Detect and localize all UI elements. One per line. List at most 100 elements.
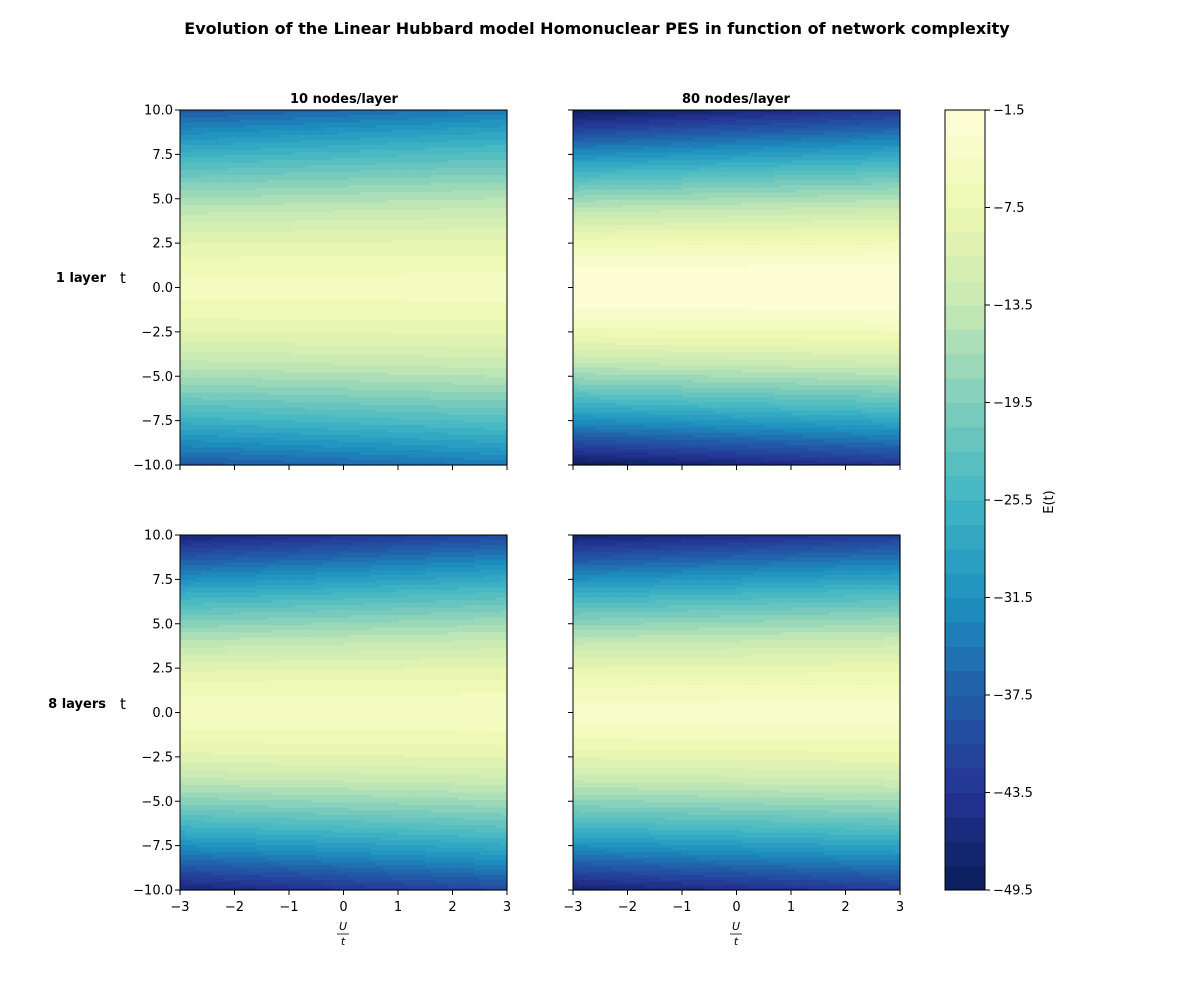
heatmap-cell xyxy=(261,245,268,249)
heatmap-cell xyxy=(190,295,197,299)
heatmap-cell xyxy=(261,322,268,326)
heatmap-cell xyxy=(229,370,236,374)
heatmap-cell xyxy=(207,350,214,354)
heatmap-cell xyxy=(250,167,257,171)
heatmap-cell xyxy=(229,400,236,404)
heatmap-cell xyxy=(196,435,203,439)
heatmap-cell xyxy=(245,425,252,429)
heatmap-cell xyxy=(190,332,197,336)
heatmap-cell xyxy=(196,215,203,219)
heatmap-cell xyxy=(185,230,192,234)
heatmap-cell xyxy=(239,352,246,356)
heatmap-cell xyxy=(201,267,208,271)
heatmap-cell xyxy=(229,267,236,271)
heatmap-cell xyxy=(185,130,192,134)
heatmap-cell xyxy=(239,397,246,401)
heatmap-cell xyxy=(239,280,246,284)
heatmap-cell xyxy=(185,192,192,196)
heatmap-cell xyxy=(218,362,225,366)
heatmap-cell xyxy=(245,272,252,276)
heatmap-cell xyxy=(185,357,192,361)
heatmap-cell xyxy=(239,265,246,269)
heatmap-cell xyxy=(261,422,268,426)
heatmap-cell xyxy=(190,365,197,369)
heatmap-cell xyxy=(207,437,214,441)
heatmap-cell xyxy=(223,370,230,374)
heatmap-cell xyxy=(250,452,257,456)
heatmap-cell xyxy=(250,252,257,256)
heatmap-cell xyxy=(190,270,197,274)
heatmap-cell xyxy=(256,255,263,259)
heatmap-cell xyxy=(250,305,257,309)
heatmap-cell xyxy=(256,187,263,191)
heatmap-cell xyxy=(190,235,197,239)
heatmap-cell xyxy=(223,205,230,209)
heatmap-cell xyxy=(239,365,246,369)
heatmap-cell xyxy=(256,270,263,274)
heatmap-cell xyxy=(196,167,203,171)
heatmap-cell xyxy=(256,412,263,416)
heatmap-cell xyxy=(245,130,252,134)
heatmap-cell xyxy=(261,372,268,376)
heatmap-cell xyxy=(212,372,219,376)
heatmap-cell xyxy=(201,337,208,341)
heatmap-cell xyxy=(207,137,214,141)
heatmap-cell xyxy=(245,317,252,321)
heatmap-cell xyxy=(223,355,230,359)
heatmap-cell xyxy=(201,410,208,414)
heatmap-cell xyxy=(185,457,192,461)
heatmap-cell xyxy=(245,200,252,204)
heatmap-cell xyxy=(196,377,203,381)
heatmap-cell xyxy=(234,137,241,141)
heatmap-cell xyxy=(229,112,236,116)
heatmap-cell xyxy=(234,405,241,409)
heatmap-cell xyxy=(256,232,263,236)
heatmap-cell xyxy=(185,125,192,129)
heatmap-cell xyxy=(261,265,268,269)
heatmap-cell xyxy=(250,212,257,216)
heatmap-cell xyxy=(239,185,246,189)
heatmap-cell xyxy=(239,152,246,156)
heatmap-cell xyxy=(256,345,263,349)
heatmap-cell xyxy=(201,187,208,191)
heatmap-cell xyxy=(212,170,219,174)
heatmap-cell xyxy=(234,240,241,244)
heatmap-cell xyxy=(234,150,241,154)
heatmap-cell xyxy=(207,180,214,184)
heatmap-cell xyxy=(180,287,187,291)
heatmap-cell xyxy=(229,222,236,226)
heatmap-cell xyxy=(218,407,225,411)
heatmap-cell xyxy=(212,462,219,466)
heatmap-cell xyxy=(180,320,187,324)
heatmap-cell xyxy=(185,225,192,229)
heatmap-cell xyxy=(180,207,187,211)
heatmap-cell xyxy=(223,247,230,251)
heatmap-cell xyxy=(201,220,208,224)
heatmap-cell xyxy=(229,192,236,196)
heatmap-cell xyxy=(223,262,230,266)
heatmap-cell xyxy=(212,412,219,416)
heatmap-cell xyxy=(207,435,214,439)
heatmap-cell xyxy=(190,212,197,216)
heatmap-cell xyxy=(218,300,225,304)
heatmap-cell xyxy=(207,325,214,329)
heatmap-cell xyxy=(201,392,208,396)
heatmap-cell xyxy=(212,162,219,166)
heatmap-cell xyxy=(261,212,268,216)
heatmap-cell xyxy=(201,162,208,166)
heatmap-cell xyxy=(256,285,263,289)
heatmap-cell xyxy=(218,330,225,334)
heatmap-cell xyxy=(229,297,236,301)
heatmap-cell xyxy=(180,407,187,411)
heatmap-cell xyxy=(245,430,252,434)
heatmap-cell xyxy=(180,262,187,266)
heatmap-cell xyxy=(229,332,236,336)
heatmap-cell xyxy=(212,435,219,439)
heatmap-cell xyxy=(180,140,187,144)
heatmap-cell xyxy=(223,457,230,461)
heatmap-cell xyxy=(190,155,197,159)
heatmap-cell xyxy=(196,145,203,149)
heatmap-cell xyxy=(245,265,252,269)
heatmap-cell xyxy=(185,112,192,116)
heatmap-cell xyxy=(207,440,214,444)
